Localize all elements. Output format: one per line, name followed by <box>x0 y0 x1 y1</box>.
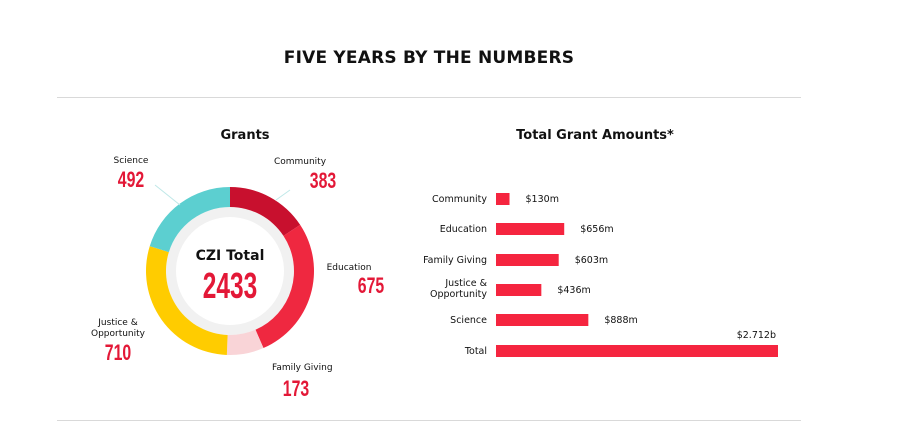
donut-chart-title: Grants <box>220 128 270 143</box>
donut-slice-education <box>255 224 314 349</box>
bar-community <box>496 193 510 205</box>
bar-education <box>496 223 565 235</box>
slice-label-justice-opportunity: Justice & Opportunity <box>91 318 146 339</box>
leader-line <box>154 184 181 206</box>
bar-category-science: Science <box>450 315 487 326</box>
bar-category-justice-opportunity: Justice & Opportunity <box>430 278 488 300</box>
donut-slice-science <box>149 187 230 253</box>
bar-justice-opportunity <box>496 284 542 296</box>
slice-label-community: Community <box>274 157 327 167</box>
slice-value-justice-opportunity: 710 <box>105 342 131 366</box>
leader-line <box>275 189 291 201</box>
bar-value-justice-opportunity: $436m <box>557 285 590 296</box>
bar-category-education: Education <box>440 224 487 235</box>
bar-category-community: Community <box>432 194 487 205</box>
bar-value-science: $888m <box>604 315 637 326</box>
slice-label-family-giving: Family Giving <box>272 363 333 373</box>
bar-value-family-giving: $603m <box>575 255 608 266</box>
donut-center-value: 2433 <box>203 265 257 306</box>
bar-chart-title: Total Grant Amounts* <box>516 128 674 143</box>
top-divider <box>57 97 801 98</box>
slice-value-community: 383 <box>310 170 336 194</box>
donut-slice-family-giving <box>226 329 264 355</box>
bar-value-education: $656m <box>580 224 613 235</box>
donut-slice-justice-opportunity <box>146 246 228 355</box>
slice-label-education: Education <box>327 263 372 273</box>
bar-category-total: Total <box>464 346 487 357</box>
slice-value-science: 492 <box>118 169 144 193</box>
bar-total <box>496 345 778 357</box>
page-title: FIVE YEARS BY THE NUMBERS <box>283 48 575 68</box>
slice-label-science: Science <box>114 156 149 166</box>
bar-category-family-giving: Family Giving <box>423 255 487 266</box>
slice-value-family-giving: 173 <box>283 378 309 402</box>
donut-slice-community <box>230 187 301 236</box>
donut-inner-ring <box>166 207 294 335</box>
donut-center-label: CZI Total <box>196 248 265 264</box>
slice-value-education: 675 <box>358 275 385 299</box>
bar-science <box>496 314 589 326</box>
bar-value-total: $2.712b <box>737 330 776 341</box>
bar-family-giving <box>496 254 559 266</box>
bar-value-community: $130m <box>526 194 559 205</box>
bottom-divider <box>57 420 801 421</box>
